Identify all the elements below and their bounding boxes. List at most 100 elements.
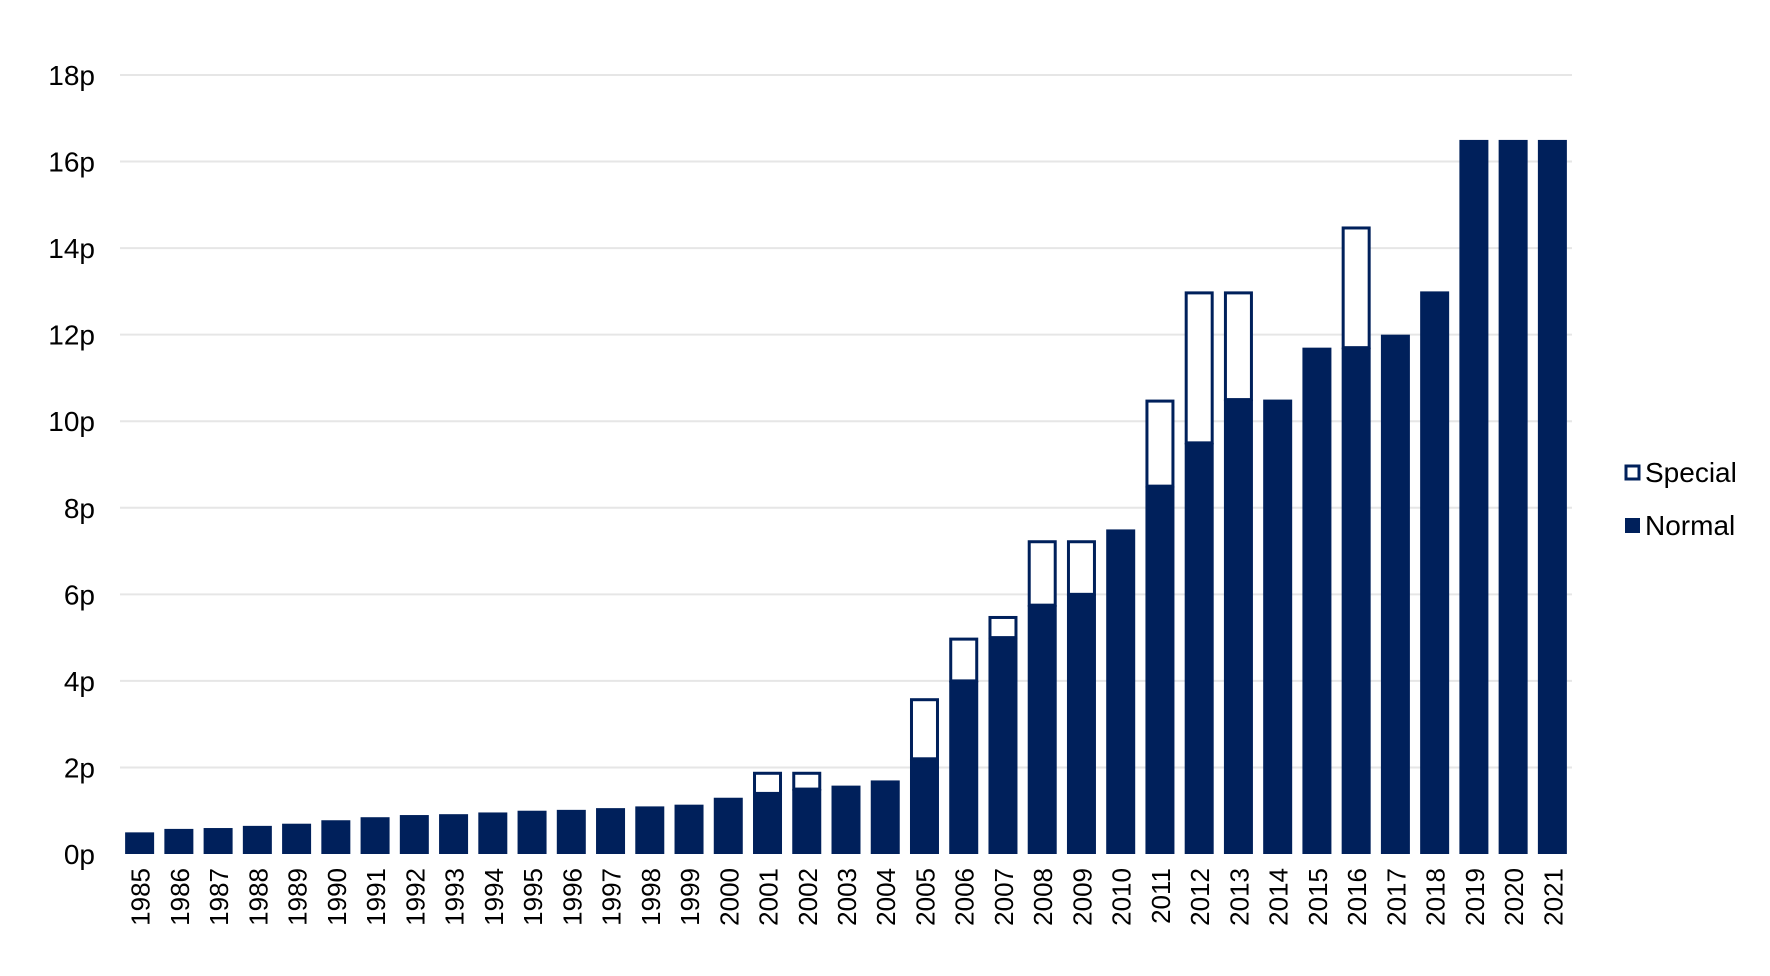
bar-special	[1223, 291, 1253, 402]
y-axis-ticks: 0p 2p 4p 6p 8p 10p 12p 14p 16p 18p	[48, 60, 95, 870]
gridlines	[120, 74, 1572, 769]
x-tick-label: 2018	[1421, 868, 1451, 926]
bar-special	[1184, 291, 1214, 445]
bar-normal	[1459, 139, 1489, 854]
bar-normal	[1537, 139, 1567, 854]
bar-special	[1341, 226, 1371, 350]
x-axis-ticks: 1985 1986 1987 1988 1989 1990 1991 1992 1993 1994…	[126, 868, 1569, 926]
bar-normal	[596, 808, 626, 854]
x-tick-label: 1996	[557, 868, 587, 926]
bar-normal	[1380, 334, 1410, 855]
bar-normal	[1341, 347, 1371, 854]
x-tick-label: 2011	[1146, 868, 1176, 924]
x-tick-label: 2000	[714, 868, 744, 926]
bar-normal	[1420, 291, 1450, 854]
bar-normal	[792, 789, 822, 854]
bar-normal	[949, 680, 979, 854]
bar-normal	[1498, 139, 1528, 854]
bar-normal	[282, 823, 312, 854]
x-tick-label: 1997	[597, 868, 627, 926]
y-tick-label: 0p	[64, 839, 95, 870]
bar-special	[1066, 540, 1096, 596]
x-tick-label: 2008	[1028, 868, 1058, 926]
bar-special	[988, 615, 1018, 640]
bar-normal	[242, 825, 272, 854]
bar-normal	[1223, 399, 1253, 854]
bar-normal	[635, 806, 665, 854]
y-tick-label: 4p	[64, 666, 95, 697]
y-tick-label: 18p	[48, 60, 95, 91]
bar-normal	[870, 780, 900, 854]
x-tick-label: 2010	[1107, 868, 1137, 926]
legend-swatch-normal	[1625, 518, 1640, 533]
x-tick-label: 1987	[204, 868, 234, 926]
bar-normal	[753, 793, 783, 854]
y-tick-label: 16p	[48, 147, 95, 178]
x-tick-label: 1991	[361, 868, 391, 926]
x-tick-label: 1992	[400, 868, 430, 926]
y-tick-label: 6p	[64, 579, 95, 610]
x-tick-label: 2021	[1538, 868, 1568, 926]
bar-normal	[831, 785, 861, 854]
bar-normal	[556, 809, 586, 854]
x-tick-label: 1990	[322, 868, 352, 926]
bar-normal	[988, 637, 1018, 854]
bar-normal	[478, 812, 508, 854]
bar-normal	[321, 820, 351, 854]
legend-label: Normal	[1645, 510, 1735, 541]
x-tick-label: 2007	[989, 868, 1019, 926]
bar-normal	[1145, 486, 1175, 854]
bar-special	[949, 637, 979, 683]
x-tick-label: 2012	[1185, 868, 1215, 926]
x-tick-label: 2019	[1460, 868, 1490, 926]
bar-special	[753, 771, 783, 795]
x-tick-label: 1986	[165, 868, 195, 926]
x-tick-label: 2006	[950, 868, 980, 926]
bar-normal	[360, 817, 390, 854]
bar-normal	[399, 815, 429, 854]
y-tick-label: 2p	[64, 752, 95, 783]
x-tick-label: 2009	[1067, 868, 1097, 926]
x-tick-label: 1988	[243, 868, 273, 926]
x-tick-label: 1999	[675, 868, 705, 926]
bar-normal	[125, 832, 155, 854]
legend-label: Special	[1645, 457, 1737, 488]
x-tick-label: 1998	[636, 868, 666, 926]
x-tick-label: 2015	[1303, 868, 1333, 926]
bars	[125, 139, 1567, 855]
x-tick-label: 2002	[793, 868, 823, 926]
x-tick-label: 2013	[1224, 868, 1254, 926]
y-tick-label: 14p	[48, 233, 95, 264]
bar-normal	[1027, 605, 1057, 854]
bar-normal	[1184, 442, 1214, 854]
legend-swatch-special	[1624, 464, 1641, 481]
x-tick-label: 1985	[126, 868, 156, 926]
y-tick-label: 8p	[64, 493, 95, 524]
x-tick-label: 1989	[283, 868, 313, 926]
x-tick-label: 1993	[440, 868, 470, 926]
legend: Special Normal	[1624, 457, 1737, 541]
x-tick-label: 2016	[1342, 868, 1372, 926]
bar-normal	[517, 810, 547, 854]
bar-special	[909, 698, 939, 761]
x-tick-label: 2005	[910, 868, 940, 926]
x-tick-label: 2014	[1264, 868, 1294, 926]
bar-normal	[1106, 529, 1136, 854]
y-tick-label: 12p	[48, 320, 95, 351]
x-tick-label: 2004	[871, 868, 901, 926]
bar-special	[1027, 540, 1057, 607]
bar-normal	[164, 828, 194, 854]
bar-normal	[1066, 594, 1096, 854]
bar-normal	[674, 804, 704, 854]
bar-normal	[909, 758, 939, 854]
x-tick-label: 2001	[754, 868, 784, 926]
x-tick-label: 2003	[832, 868, 862, 926]
bar-normal	[713, 797, 743, 854]
x-tick-label: 2017	[1381, 868, 1411, 926]
bar-special	[792, 771, 822, 791]
x-tick-label: 2020	[1499, 868, 1529, 926]
y-tick-label: 10p	[48, 406, 95, 437]
bar-normal	[1263, 399, 1293, 854]
